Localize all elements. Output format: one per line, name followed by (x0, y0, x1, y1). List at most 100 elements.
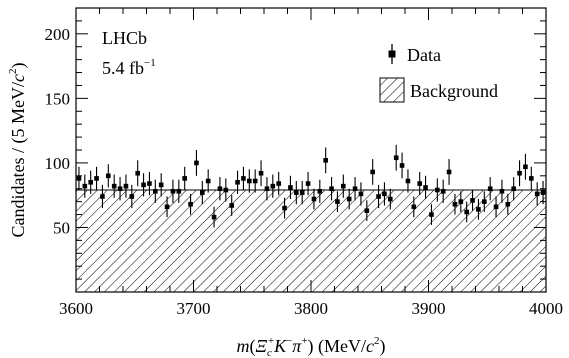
data-point (76, 166, 82, 191)
data-point (540, 180, 546, 205)
data-point (88, 170, 93, 194)
data-point (141, 173, 146, 197)
data-point (317, 179, 323, 203)
data-point (352, 177, 358, 201)
data-point (376, 184, 381, 209)
x-tick-label: 3800 (294, 299, 328, 318)
data-point (276, 171, 281, 196)
data-point (311, 188, 317, 210)
data-point (393, 144, 399, 171)
data-point (294, 180, 299, 205)
data-point (358, 182, 364, 206)
y-tick-label: 200 (45, 25, 71, 44)
x-tick-label: 3900 (412, 299, 446, 318)
y-axis-title: Candidates / (5 MeV/c2) (7, 63, 29, 238)
data-point (346, 188, 352, 210)
data-point (270, 174, 276, 198)
data-point (223, 178, 229, 202)
data-point (534, 182, 540, 206)
data-point (435, 178, 440, 202)
data-point (452, 193, 458, 215)
data-points (76, 144, 546, 228)
data-point (329, 177, 334, 201)
data-point (323, 147, 328, 174)
data-point (305, 171, 311, 196)
data-point (82, 174, 88, 198)
data-point (200, 180, 205, 205)
data-point (335, 191, 340, 212)
data-point (417, 171, 422, 196)
data-point (117, 177, 123, 201)
data-point (247, 169, 252, 193)
x-tick-labels: 3600 3700 3800 3900 4000 (59, 299, 563, 318)
legend-data-label: Data (407, 45, 441, 65)
data-point (164, 196, 170, 218)
luminosity-value: 5.4 fb (102, 58, 144, 78)
data-point (370, 159, 375, 185)
data-point (100, 184, 105, 209)
y-tick-label: 150 (45, 89, 71, 108)
data-point (429, 204, 434, 225)
data-point (282, 197, 287, 219)
axis-ticks (75, 7, 547, 293)
legend-data-marker (388, 44, 396, 64)
data-point (482, 191, 487, 212)
data-point (299, 180, 305, 205)
data-point (158, 173, 164, 197)
data-point (147, 171, 152, 196)
background-area (76, 190, 546, 292)
data-point (511, 177, 516, 201)
data-point (523, 153, 528, 180)
data-point (94, 166, 99, 191)
data-point (487, 177, 493, 201)
data-point (194, 150, 199, 176)
luminosity-exponent: −1 (144, 57, 156, 69)
y-tick-labels: 50 100 150 200 (45, 25, 71, 238)
y-tick-label: 100 (45, 154, 71, 173)
data-point (529, 166, 534, 191)
data-point (411, 196, 417, 218)
x-tick-label: 3700 (177, 299, 211, 318)
experiment-label: LHCb (102, 28, 147, 48)
data-point (341, 174, 346, 198)
data-point (499, 179, 505, 203)
data-point (135, 160, 140, 187)
data-point (476, 199, 481, 220)
data-point (129, 184, 135, 209)
data-point (440, 179, 446, 203)
data-point (288, 175, 293, 200)
legend-background-swatch (379, 77, 405, 103)
data-point (252, 169, 258, 193)
data-point (235, 170, 240, 194)
data-point (217, 177, 223, 201)
data-point (405, 169, 411, 193)
legend: Data Background (379, 44, 498, 103)
data-point (205, 169, 211, 193)
data-point (264, 177, 270, 201)
data-point (470, 190, 475, 211)
data-point (517, 160, 522, 187)
x-tick-label: 4000 (529, 299, 563, 318)
data-point (211, 206, 217, 228)
data-point (182, 166, 187, 191)
data-point (229, 195, 234, 216)
data-point (153, 179, 158, 203)
y-tick-label: 50 (53, 218, 70, 237)
data-point (505, 193, 511, 215)
data-point (388, 188, 393, 210)
data-point (111, 174, 117, 198)
data-point (464, 201, 469, 223)
data-point (106, 164, 111, 188)
data-point (399, 152, 405, 179)
data-point (423, 175, 428, 200)
data-point (446, 159, 452, 185)
data-point (176, 179, 182, 203)
data-point (364, 200, 370, 221)
x-axis-title: m(Ξc+K−π+) (MeV/c2) (236, 335, 385, 358)
data-point (123, 174, 129, 198)
data-point (458, 191, 464, 212)
data-point (188, 193, 193, 215)
data-point (493, 196, 499, 218)
legend-background-label: Background (410, 81, 498, 101)
